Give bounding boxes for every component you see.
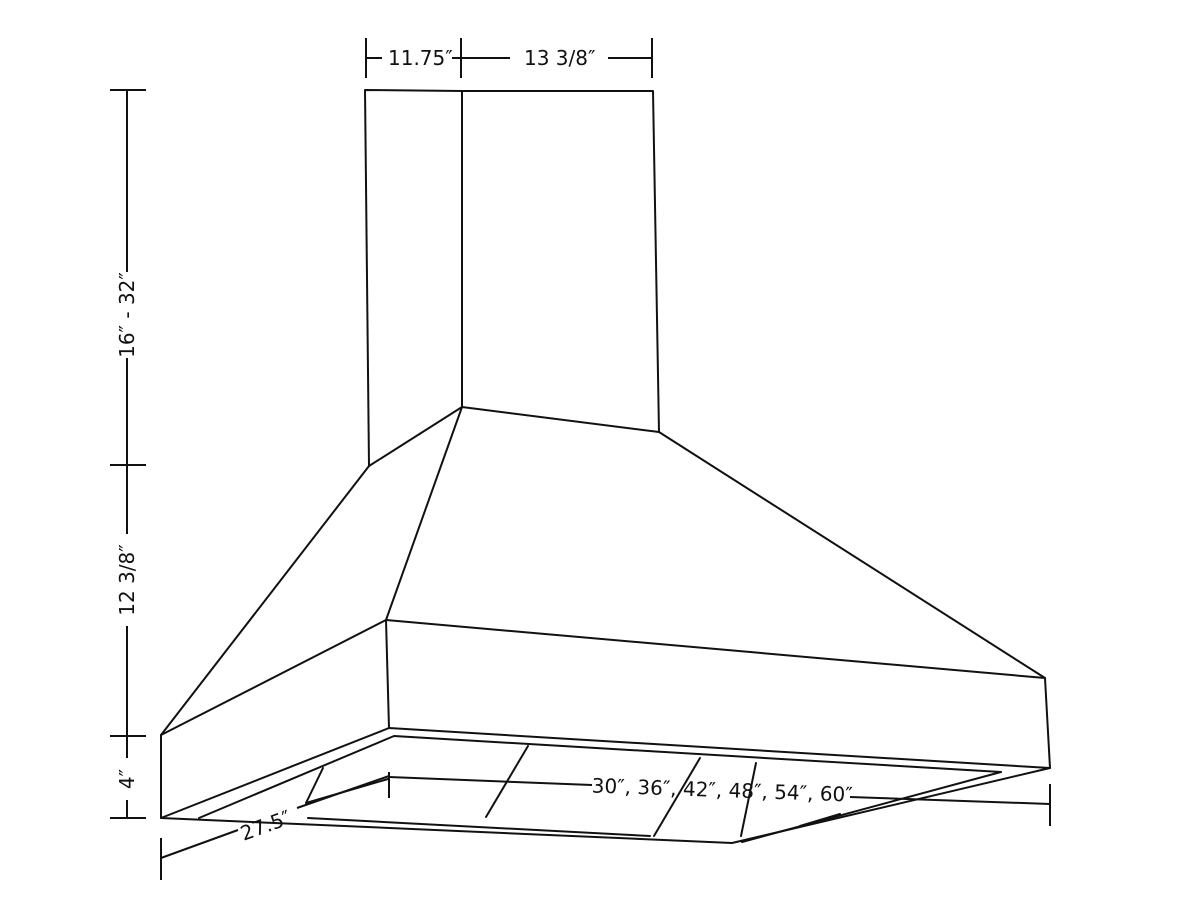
canopy — [160, 406, 1046, 736]
flue-height-label: 16″ - 32″ — [115, 272, 139, 358]
range-hood-outline — [160, 89, 1051, 844]
hood-widths-label: 30″, 36″, 42″, 48″, 54″, 60″ — [591, 773, 853, 806]
top-dimension-lines — [365, 38, 653, 78]
depth-dimension-lines — [160, 772, 390, 880]
skirt-height-label: 4″ — [115, 769, 139, 789]
hood-underside — [160, 735, 1051, 844]
flue-depth-label: 13 3/8″ — [524, 46, 595, 70]
flue-width-label: 11.75″ — [388, 46, 453, 70]
chimney-flue — [364, 89, 660, 467]
canopy-height-label: 12 3/8″ — [115, 544, 139, 615]
hood-depth-label: 27.5″ — [237, 805, 294, 845]
left-dimension-lines — [110, 89, 146, 819]
width-dimension-lines — [388, 776, 1051, 826]
